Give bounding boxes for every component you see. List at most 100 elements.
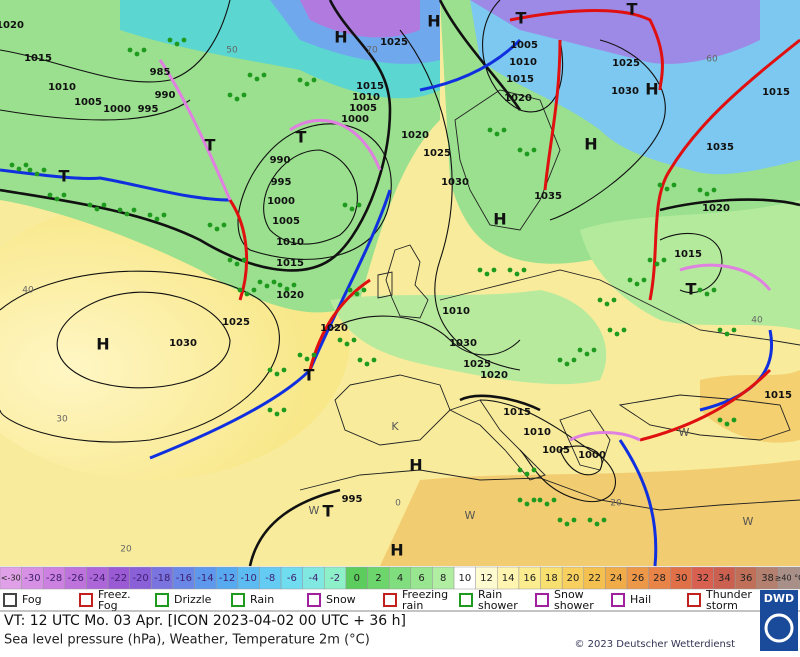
isobar-label: 1020: [320, 323, 348, 334]
scale-label: 36: [740, 573, 753, 584]
rain-symbol: [654, 261, 660, 267]
weather-label: Rain: [478, 588, 502, 601]
weather-label: Drizzle: [174, 593, 212, 606]
rain-symbol: [47, 192, 53, 198]
rain-symbol: [351, 337, 357, 343]
rain-symbol: [181, 37, 187, 43]
rain-symbol: [281, 367, 287, 373]
pressure-centre: H: [96, 335, 109, 354]
rain-symbol: [627, 277, 633, 283]
scale-label: 2: [375, 573, 381, 584]
rain-symbol: [254, 76, 260, 82]
isobar-label: 990: [270, 155, 291, 166]
pressure-centre: T: [296, 128, 307, 147]
rain-symbol: [291, 282, 297, 288]
rain-symbol: [131, 207, 137, 213]
weather-icon: [3, 593, 17, 607]
rain-symbol: [641, 277, 647, 283]
rain-symbol: [607, 327, 613, 333]
isobar-label: 1030: [449, 338, 477, 349]
weather-label: shower: [554, 599, 594, 612]
rain-symbol: [349, 206, 355, 212]
pressure-centre: T: [323, 502, 334, 521]
weather-legend: Fog Freez.Fog Drizzle Rain Snow FreezingrainR…: [3, 588, 752, 612]
scale-label: -10: [240, 573, 256, 584]
rain-symbol: [94, 206, 100, 212]
rain-symbol: [127, 47, 133, 53]
rain-symbol: [491, 267, 497, 273]
other-label: K: [391, 420, 399, 433]
isobar-label: 1025: [222, 317, 250, 328]
rain-symbol: [267, 367, 273, 373]
rain-symbol: [591, 347, 597, 353]
rain-symbol: [584, 351, 590, 357]
isobar-label: 990: [155, 90, 176, 101]
isobar-label: 1010: [442, 306, 470, 317]
rain-symbol: [371, 357, 377, 363]
rain-symbol: [344, 341, 350, 347]
rain-symbol: [557, 517, 563, 523]
rain-symbol: [311, 77, 317, 83]
rain-symbol: [611, 297, 617, 303]
rain-symbol: [16, 166, 22, 172]
isotherm-label: 30: [56, 415, 68, 425]
rain-symbol: [731, 417, 737, 423]
scale-label: 18: [545, 573, 558, 584]
rain-symbol: [167, 37, 173, 43]
rain-symbol: [564, 521, 570, 527]
rain-symbol: [521, 267, 527, 273]
rain-symbol: [281, 407, 287, 413]
isobar-label: 1010: [523, 427, 551, 438]
isobar-label: 1035: [706, 142, 734, 153]
rain-symbol: [634, 281, 640, 287]
scale-label: -26: [68, 573, 84, 584]
scale-label: -22: [111, 573, 127, 584]
isobar-label: 1005: [74, 97, 102, 108]
weather-icon: [231, 593, 245, 607]
temperature-scale: <-30 -30 -28 -26 -24 -22 -20 -18 -16 -14 -12 -10 -8-…: [0, 566, 800, 590]
rain-symbol: [647, 257, 653, 263]
scale-label: 4: [397, 573, 403, 584]
scale-label: 30: [675, 573, 688, 584]
isobar-label: 995: [138, 104, 159, 115]
rain-symbol: [724, 331, 730, 337]
rain-symbol: [364, 361, 370, 367]
rain-symbol: [87, 202, 93, 208]
rain-symbol: [517, 147, 523, 153]
isobar-label: 1005: [510, 40, 538, 51]
rain-symbol: [661, 257, 667, 263]
rain-symbol: [557, 357, 563, 363]
scale-label: 12: [480, 573, 493, 584]
scale-label: 32: [696, 573, 709, 584]
scale-label: 22: [588, 573, 601, 584]
isobar-label: 1030: [441, 177, 469, 188]
rain-symbol: [524, 151, 530, 157]
scale-label: -8: [265, 573, 275, 584]
scale-label: -20: [132, 573, 148, 584]
rain-symbol: [9, 162, 15, 168]
rain-symbol: [587, 517, 593, 523]
other-label: W: [309, 504, 320, 517]
rain-symbol: [537, 497, 543, 503]
isobar-label: 1010: [48, 82, 76, 93]
scale-label: -12: [219, 573, 235, 584]
isobar-label: 1020: [401, 130, 429, 141]
weather-label: Thunder: [705, 588, 752, 601]
isobar-label: 1025: [463, 359, 491, 370]
scale-label: 24: [610, 573, 623, 584]
weather-label: storm: [706, 599, 738, 612]
weather-icon: [155, 593, 169, 607]
rain-symbol: [234, 96, 240, 102]
rain-symbol: [61, 192, 67, 198]
weather-icon: [459, 593, 473, 607]
isobar-label: 1005: [272, 216, 300, 227]
rain-symbol: [711, 187, 717, 193]
rain-symbol: [564, 361, 570, 367]
weather-icon: [79, 593, 93, 607]
other-label: W: [465, 509, 476, 522]
rain-symbol: [711, 287, 717, 293]
rain-symbol: [514, 271, 520, 277]
rain-symbol: [261, 72, 267, 78]
rain-symbol: [577, 347, 583, 353]
